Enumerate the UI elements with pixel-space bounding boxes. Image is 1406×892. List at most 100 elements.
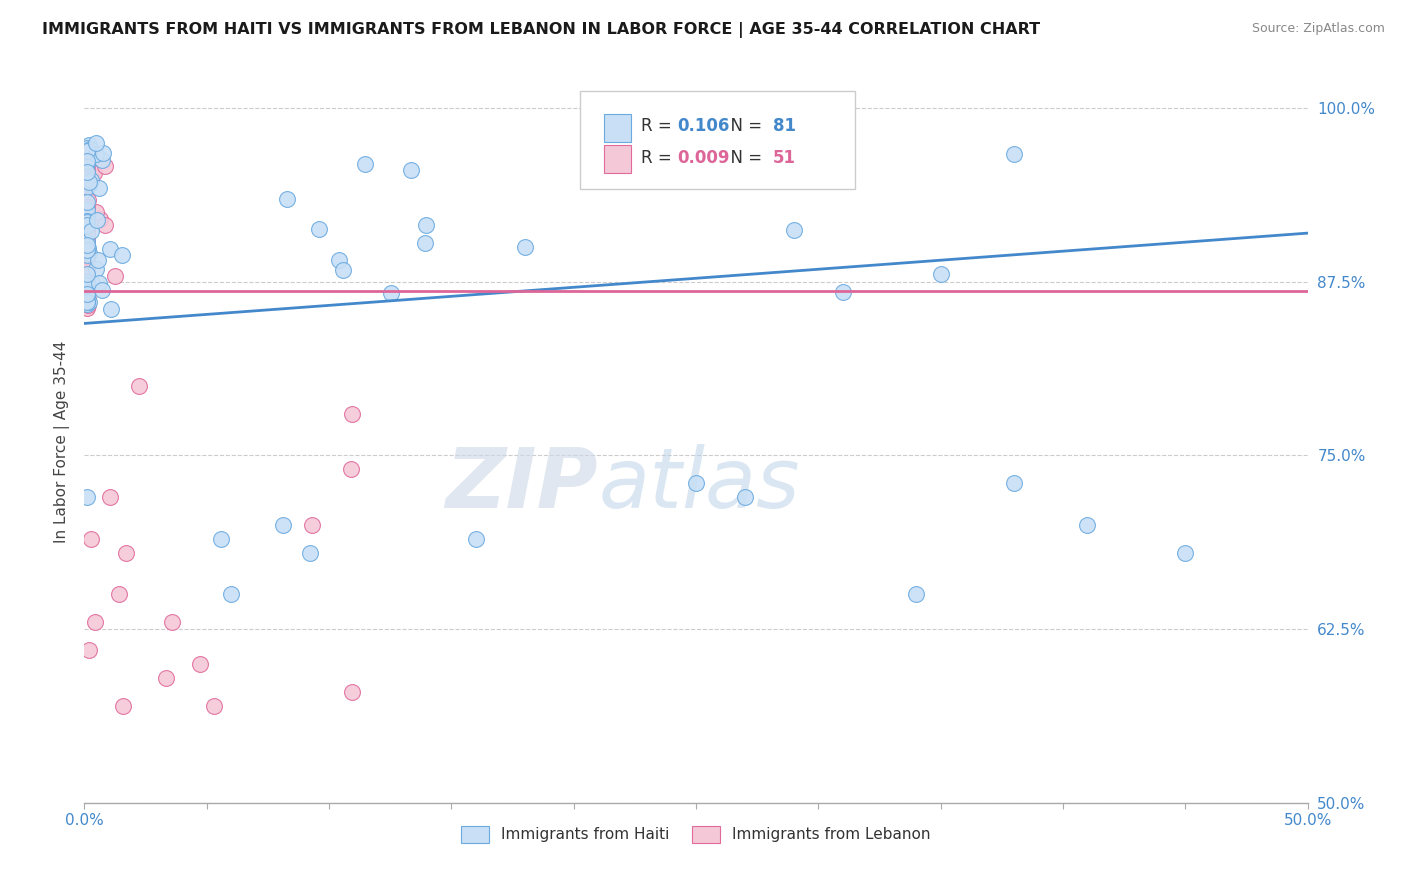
Point	[77, 175, 100, 189]
Point	[783, 223, 806, 237]
Text: 51: 51	[773, 149, 796, 167]
Point	[308, 221, 330, 235]
Point	[76, 267, 98, 281]
Text: R =: R =	[641, 149, 676, 167]
Point	[1076, 517, 1098, 532]
Point	[464, 532, 486, 546]
Point	[84, 205, 107, 219]
Point	[107, 587, 129, 601]
Point	[76, 235, 98, 249]
Point	[209, 532, 232, 546]
Point	[84, 147, 107, 161]
Point	[91, 283, 114, 297]
FancyBboxPatch shape	[605, 114, 631, 142]
Point	[276, 192, 298, 206]
Point	[76, 217, 98, 231]
Point	[89, 212, 111, 227]
Point	[77, 154, 100, 169]
Point	[87, 276, 110, 290]
Text: atlas: atlas	[598, 444, 800, 525]
Point	[76, 200, 98, 214]
Point	[76, 177, 98, 191]
Point	[301, 517, 323, 532]
Point	[76, 262, 98, 277]
Point	[76, 249, 98, 263]
Point	[76, 163, 98, 178]
Text: R =: R =	[641, 117, 676, 135]
Point	[76, 202, 98, 217]
Point	[76, 165, 98, 179]
Point	[100, 301, 122, 316]
Point	[76, 177, 98, 191]
Point	[77, 292, 100, 306]
Point	[513, 240, 536, 254]
Point	[79, 142, 101, 156]
Point	[76, 233, 98, 247]
Point	[77, 298, 100, 312]
Point	[87, 252, 110, 267]
Point	[76, 141, 98, 155]
Point	[76, 248, 98, 262]
Point	[332, 263, 354, 277]
Point	[76, 285, 98, 299]
Point	[219, 587, 242, 601]
Point	[77, 295, 100, 310]
Point	[128, 379, 150, 393]
Point	[413, 236, 436, 251]
Point	[76, 248, 98, 262]
Point	[76, 293, 98, 307]
Point	[76, 215, 98, 229]
Point	[76, 277, 98, 292]
Point	[80, 173, 103, 187]
Text: IMMIGRANTS FROM HAITI VS IMMIGRANTS FROM LEBANON IN LABOR FORCE | AGE 35-44 CORR: IMMIGRANTS FROM HAITI VS IMMIGRANTS FROM…	[42, 22, 1040, 38]
Point	[76, 490, 98, 504]
Point	[76, 275, 98, 289]
Point	[80, 169, 103, 183]
Point	[76, 235, 98, 249]
Point	[76, 256, 98, 270]
Point	[76, 180, 98, 194]
Point	[76, 218, 98, 232]
Point	[340, 684, 363, 698]
Point	[202, 698, 225, 713]
Point	[84, 615, 107, 630]
Point	[76, 156, 98, 170]
Text: ZIP: ZIP	[446, 444, 598, 525]
Point	[115, 546, 138, 560]
Point	[80, 276, 103, 290]
Text: 0.009: 0.009	[678, 149, 730, 167]
Point	[734, 490, 756, 504]
Point	[76, 293, 98, 308]
Point	[76, 237, 98, 252]
Point	[76, 172, 98, 186]
Point	[76, 195, 98, 210]
Point	[76, 294, 98, 309]
Point	[87, 180, 110, 194]
Point	[98, 490, 121, 504]
Point	[76, 227, 98, 241]
Point	[380, 286, 402, 301]
Point	[76, 243, 98, 257]
Text: N =: N =	[720, 149, 768, 167]
Point	[1174, 546, 1197, 560]
Point	[76, 269, 98, 284]
Point	[76, 296, 98, 310]
Point	[76, 153, 98, 168]
Point	[76, 297, 98, 311]
Point	[1002, 146, 1025, 161]
Point	[111, 698, 134, 713]
Point	[80, 224, 103, 238]
Point	[76, 145, 98, 159]
Point	[905, 587, 928, 601]
Point	[298, 546, 321, 560]
Point	[76, 224, 98, 238]
Point	[353, 157, 375, 171]
Point	[76, 287, 98, 301]
Point	[76, 293, 98, 308]
FancyBboxPatch shape	[579, 91, 855, 189]
Point	[79, 177, 101, 191]
Point	[685, 476, 707, 491]
Point	[76, 283, 98, 297]
Point	[340, 462, 363, 476]
Point	[77, 138, 100, 153]
